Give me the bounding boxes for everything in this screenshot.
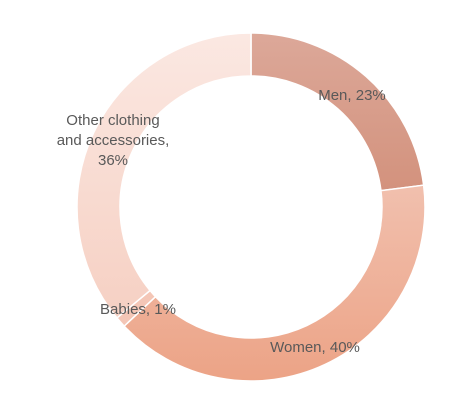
- slice-men: [250, 32, 425, 192]
- slices-layer: [76, 32, 426, 382]
- data-label-men: Men, 23%: [318, 87, 386, 104]
- slice-women: [123, 184, 426, 382]
- data-label-babies: Babies, 1%: [100, 301, 176, 318]
- data-label-other-clothing-and-accessories: Other clothing and accessories, 36%: [57, 112, 170, 169]
- data-label-women: Women, 40%: [270, 339, 360, 356]
- slice-other-clothing-and-accessories: [76, 32, 252, 319]
- labels-layer: Men, 23% Women, 40% Babies, 1% Other clothi…: [57, 87, 386, 356]
